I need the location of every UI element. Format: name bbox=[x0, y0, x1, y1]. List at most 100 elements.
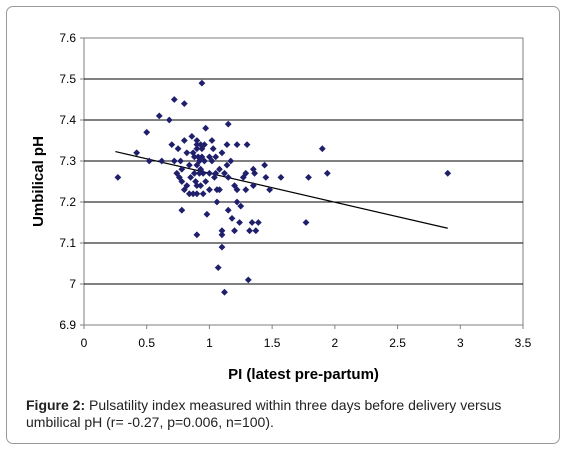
data-point bbox=[266, 186, 274, 194]
data-point bbox=[323, 169, 331, 177]
data-point bbox=[202, 124, 210, 132]
data-point bbox=[187, 174, 195, 181]
data-point bbox=[178, 206, 186, 214]
data-point bbox=[233, 141, 241, 148]
data-point bbox=[174, 145, 182, 153]
data-point bbox=[243, 141, 251, 148]
data-point bbox=[133, 149, 141, 157]
y-axis-ticks: 6.9 7 7.1 7.2 7.3 7.4 7.5 7.6 bbox=[59, 31, 84, 332]
trendline-group bbox=[115, 150, 448, 229]
data-point bbox=[185, 190, 193, 198]
data-point bbox=[228, 215, 236, 222]
y-tick-label: 7.3 bbox=[59, 154, 76, 168]
data-point bbox=[227, 157, 235, 165]
x-tick-label: 2 bbox=[332, 336, 339, 350]
x-tick-label: 0.5 bbox=[138, 336, 155, 350]
data-point bbox=[202, 178, 210, 185]
data-point bbox=[237, 202, 245, 210]
data-point bbox=[218, 149, 226, 157]
data-point bbox=[199, 169, 207, 177]
y-tick-label: 7.6 bbox=[59, 31, 76, 45]
trendline bbox=[115, 150, 448, 229]
data-point bbox=[143, 128, 151, 136]
x-tick-label: 2.5 bbox=[389, 336, 406, 350]
data-point bbox=[211, 174, 218, 181]
data-point bbox=[180, 100, 188, 107]
data-point bbox=[189, 190, 197, 198]
gridlines bbox=[84, 78, 523, 285]
data-point bbox=[178, 178, 186, 185]
data-point bbox=[206, 169, 213, 177]
data-point bbox=[198, 79, 206, 87]
data-point bbox=[218, 227, 226, 235]
data-point bbox=[214, 264, 222, 271]
data-point bbox=[242, 169, 250, 177]
data-point bbox=[248, 219, 256, 226]
data-point bbox=[193, 231, 201, 239]
x-tick-label: 1.5 bbox=[264, 336, 281, 350]
y-tick-label: 6.9 bbox=[59, 318, 76, 332]
data-point bbox=[190, 153, 198, 161]
data-point bbox=[195, 169, 203, 177]
data-point bbox=[170, 96, 178, 103]
x-axis-ticks: 0 0.5 1 1.5 2 2.5 3 3.5 bbox=[81, 325, 532, 350]
data-point bbox=[178, 165, 186, 173]
data-point bbox=[231, 227, 238, 235]
caption-label: Figure 2: bbox=[26, 397, 86, 413]
data-point bbox=[246, 227, 253, 235]
data-point bbox=[224, 206, 232, 214]
data-point bbox=[193, 137, 201, 144]
data-point bbox=[224, 174, 232, 181]
data-point bbox=[242, 186, 250, 194]
y-tick-label: 7.4 bbox=[59, 113, 76, 127]
data-point bbox=[201, 141, 208, 148]
data-point bbox=[177, 157, 184, 165]
data-point bbox=[236, 219, 243, 226]
data-point bbox=[175, 174, 183, 181]
data-point bbox=[203, 210, 211, 218]
data-point bbox=[190, 169, 198, 177]
data-point bbox=[254, 219, 262, 226]
data-point bbox=[444, 169, 452, 177]
data-point bbox=[318, 145, 326, 153]
data-point bbox=[223, 161, 231, 169]
data-point bbox=[216, 165, 223, 173]
data-point bbox=[262, 174, 270, 181]
y-tick-label: 7.1 bbox=[59, 236, 76, 250]
data-point bbox=[249, 165, 257, 173]
scatter-chart: 0 0.5 1 1.5 2 2.5 3 3.5 6.977.17.27.37.47.57.6 … bbox=[30, 31, 532, 383]
data-point bbox=[224, 120, 232, 128]
data-point bbox=[251, 169, 258, 177]
data-point bbox=[193, 182, 201, 189]
data-point bbox=[231, 182, 238, 189]
data-point bbox=[192, 178, 200, 185]
data-point bbox=[233, 186, 241, 194]
caption-text: Pulsatility index measured within three … bbox=[26, 397, 502, 430]
data-point bbox=[158, 157, 166, 165]
y-tick-label: 7.5 bbox=[59, 72, 76, 86]
data-point bbox=[208, 137, 216, 144]
data-point bbox=[180, 186, 188, 194]
data-point bbox=[145, 157, 153, 165]
data-point bbox=[197, 165, 205, 173]
data-point bbox=[193, 161, 201, 169]
plot-area bbox=[83, 37, 524, 326]
data-points bbox=[114, 79, 452, 296]
data-point bbox=[249, 182, 257, 189]
data-point bbox=[194, 153, 202, 161]
data-point bbox=[168, 141, 176, 148]
data-point bbox=[183, 182, 191, 189]
data-point bbox=[209, 145, 217, 153]
figure-caption: Figure 2: Pulsatility index measured wit… bbox=[26, 397, 551, 431]
x-axis-title: PI (latest pre-partum) bbox=[228, 366, 379, 383]
data-point bbox=[180, 137, 188, 144]
x-tick-label: 0 bbox=[81, 336, 88, 350]
x-tick-label: 3 bbox=[457, 336, 464, 350]
data-point bbox=[221, 169, 228, 177]
data-point bbox=[188, 133, 196, 140]
data-point bbox=[277, 174, 285, 181]
data-point bbox=[173, 169, 181, 177]
data-point bbox=[223, 141, 231, 148]
data-point bbox=[199, 190, 207, 198]
data-point bbox=[201, 157, 208, 165]
